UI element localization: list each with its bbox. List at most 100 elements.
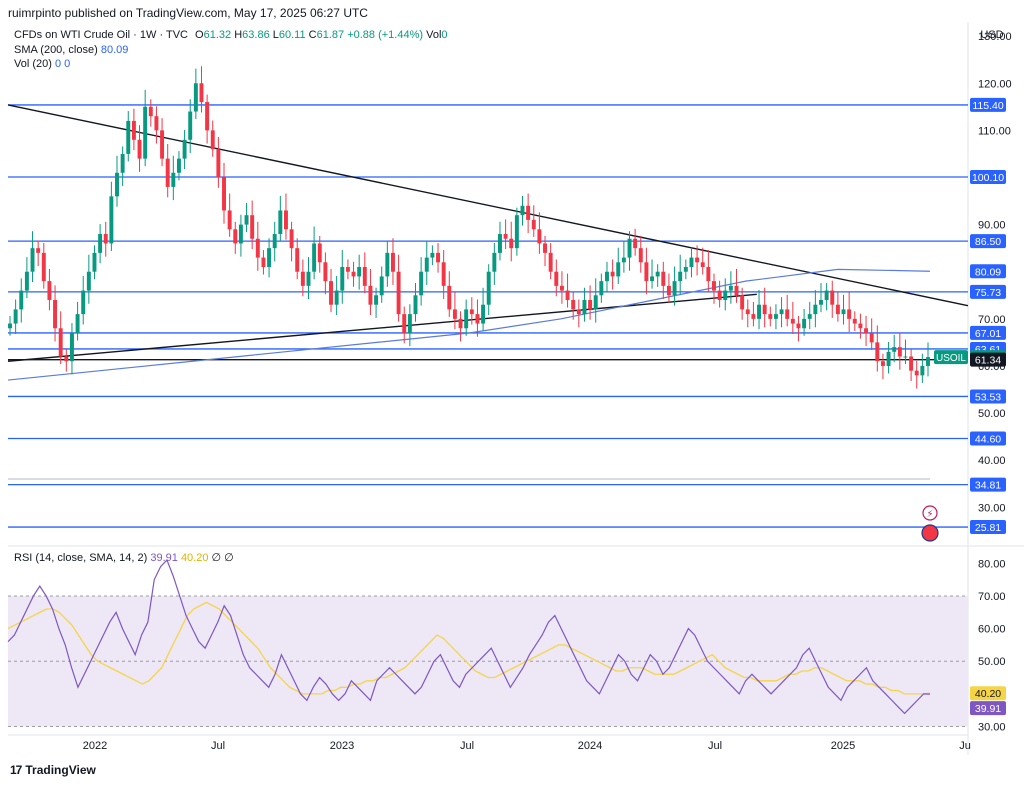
price-tag bbox=[970, 97, 1006, 112]
candle-body bbox=[171, 172, 176, 187]
ohlc-close: 61.87 bbox=[316, 29, 345, 41]
rsi-sma-tag bbox=[970, 686, 1006, 701]
candle-body bbox=[53, 299, 58, 329]
candle-body bbox=[807, 314, 812, 319]
candle-body bbox=[188, 111, 193, 140]
candle-body bbox=[103, 234, 108, 244]
candle-body bbox=[126, 120, 131, 154]
symbol-legend[interactable]: CFDs on WTI Crude Oil · 1W · TVC O61.32 … bbox=[14, 28, 448, 42]
candle-body bbox=[238, 224, 243, 244]
price-tag bbox=[970, 352, 1006, 367]
y-tick-label: 120.00 bbox=[978, 78, 1012, 90]
candle-body bbox=[824, 290, 829, 300]
tradingview-brand[interactable]: 17 TradingView bbox=[10, 763, 96, 777]
vol-value: 0 bbox=[441, 29, 448, 41]
brand-label: TradingView bbox=[25, 763, 96, 777]
candle-body bbox=[571, 299, 576, 310]
candle-body bbox=[897, 347, 902, 357]
candle-body bbox=[244, 215, 249, 225]
price-tag bbox=[970, 325, 1006, 340]
ohlc-low: 60.11 bbox=[278, 29, 306, 41]
candle-body bbox=[864, 328, 869, 333]
candle-body bbox=[458, 318, 463, 329]
rsi-legend[interactable]: RSI (14, close, SMA, 14, 2) 39.91 40.20 … bbox=[14, 551, 234, 565]
x-tick-label: 2023 bbox=[330, 740, 354, 752]
rsi-tick-label: 80.00 bbox=[978, 558, 1006, 570]
candle-body bbox=[362, 267, 367, 286]
rsi-tick-label: 50.00 bbox=[978, 656, 1006, 668]
candle-body bbox=[655, 271, 660, 277]
candle-body bbox=[621, 257, 626, 263]
candle-body bbox=[802, 318, 807, 329]
candle-body bbox=[407, 314, 412, 333]
candle-body bbox=[599, 281, 604, 296]
y-tick-label: 50.00 bbox=[978, 408, 1006, 420]
lightning-glyph-icon: ⚡ bbox=[926, 509, 933, 520]
candle-body bbox=[498, 234, 502, 253]
candle-body bbox=[920, 365, 925, 376]
candle-body bbox=[650, 276, 655, 282]
candle-body bbox=[751, 314, 756, 319]
x-tick-label: 2024 bbox=[578, 740, 602, 752]
candle-body bbox=[740, 295, 745, 310]
symbol-tag bbox=[934, 350, 968, 365]
candle-body bbox=[334, 290, 339, 305]
candle-body bbox=[723, 290, 728, 300]
candle-body bbox=[154, 116, 159, 131]
rsi-value-tag-label: 39.91 bbox=[975, 703, 1001, 715]
candle-body bbox=[430, 252, 435, 258]
candle-body bbox=[283, 210, 288, 230]
candle-body bbox=[396, 271, 401, 315]
candle-body bbox=[447, 285, 452, 310]
candle-body bbox=[492, 252, 497, 272]
candle-body bbox=[892, 347, 897, 352]
price-tag-label: 100.10 bbox=[972, 172, 1004, 184]
price-tag bbox=[970, 389, 1006, 404]
price-tag-label: 53.53 bbox=[975, 391, 1001, 403]
candle-body bbox=[486, 271, 491, 305]
candle-body bbox=[19, 290, 24, 310]
candle-body bbox=[638, 248, 643, 263]
ohlc-l-label: L bbox=[272, 29, 279, 41]
candle-body bbox=[182, 139, 187, 159]
candle-body bbox=[678, 271, 683, 282]
candle-body bbox=[745, 309, 750, 315]
candle-body bbox=[830, 290, 835, 305]
currency-label[interactable]: USD bbox=[980, 29, 1004, 41]
price-tag bbox=[970, 520, 1006, 535]
candle-body bbox=[481, 304, 486, 324]
candle-body bbox=[543, 243, 548, 253]
ohlc-c-label: C bbox=[308, 29, 317, 41]
candle-body bbox=[683, 267, 688, 272]
candle-body bbox=[768, 314, 773, 319]
candle-body bbox=[216, 149, 221, 178]
candle-body bbox=[559, 285, 564, 291]
candle-body bbox=[36, 248, 41, 253]
candle-body bbox=[424, 257, 429, 272]
sma-legend[interactable]: SMA (200, close) 80.09 bbox=[14, 43, 128, 57]
sma-value: 80.09 bbox=[100, 44, 129, 56]
candle-body bbox=[835, 304, 840, 315]
candle-body bbox=[841, 309, 846, 315]
candle-body bbox=[345, 267, 350, 272]
candle-body bbox=[205, 102, 210, 131]
price-tag bbox=[970, 477, 1006, 492]
candle-body bbox=[193, 83, 198, 112]
candle-body bbox=[306, 271, 311, 286]
candle-body bbox=[255, 238, 260, 258]
vol-legend[interactable]: Vol (20) 0 0 bbox=[14, 57, 70, 71]
candle-body bbox=[503, 234, 508, 239]
x-tick-label: 2022 bbox=[83, 740, 107, 752]
rsi-value-tag bbox=[970, 701, 1006, 716]
candle-body bbox=[137, 139, 142, 159]
candle-body bbox=[858, 323, 863, 329]
x-tick-label: Ju bbox=[959, 740, 971, 752]
candle-body bbox=[199, 83, 204, 103]
candle-body bbox=[627, 238, 632, 258]
ohlc-open: 61.32 bbox=[203, 29, 232, 41]
y-tick-label: 30.00 bbox=[978, 502, 1006, 514]
candle-body bbox=[272, 234, 277, 249]
candle-body bbox=[329, 281, 333, 305]
rsi-label: RSI (14, close, SMA, 14, 2) bbox=[14, 552, 148, 564]
